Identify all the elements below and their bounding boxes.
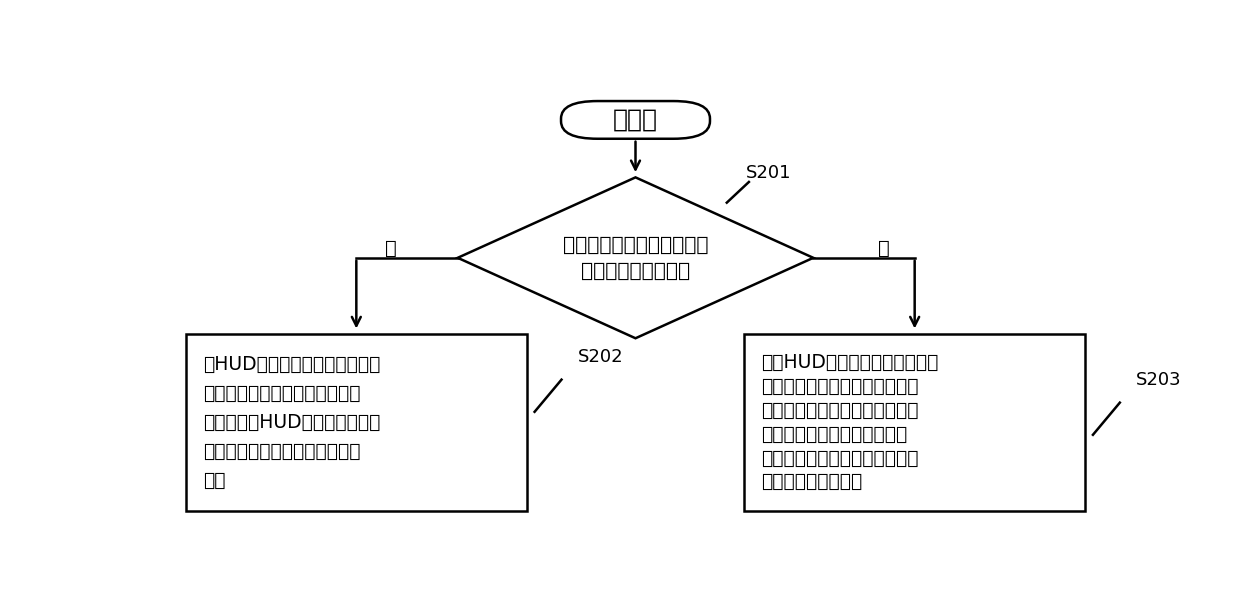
Text: 外部设备进行点对点的蓝牙通: 外部设备进行点对点的蓝牙通 [761, 424, 908, 444]
Text: 设备，控制HUD工作在被动方式: 设备，控制HUD工作在被动方式 [203, 413, 381, 432]
Text: 期性地搜索外部设备进行蓝牙配: 期性地搜索外部设备进行蓝牙配 [761, 377, 919, 396]
Text: 控制HUD工作在主动方式下，周: 控制HUD工作在主动方式下，周 [761, 353, 939, 372]
Text: 通信: 通信 [203, 470, 226, 490]
Text: 否: 否 [878, 239, 889, 258]
FancyBboxPatch shape [560, 101, 711, 139]
Text: S202: S202 [578, 348, 624, 366]
Text: 的蓝牙通信连接请求: 的蓝牙通信连接请求 [580, 262, 691, 281]
Text: 初始化: 初始化 [613, 108, 658, 132]
Bar [744, 334, 1085, 510]
Polygon shape [458, 177, 813, 338]
Text: 一点多址的蓝牙通信: 一点多址的蓝牙通信 [761, 472, 863, 491]
Text: S203: S203 [1136, 371, 1182, 389]
Text: 将HUD作为从设备，将发出蓝牙: 将HUD作为从设备，将发出蓝牙 [203, 355, 381, 374]
Bar [186, 334, 527, 510]
Text: 下与外部设备进行点对点的蓝牙: 下与外部设备进行点对点的蓝牙 [203, 442, 361, 461]
Text: 是否接收到外部设备所发送: 是否接收到外部设备所发送 [563, 235, 708, 254]
Text: 对，并在蓝牙配对成功后与一个: 对，并在蓝牙配对成功后与一个 [761, 401, 919, 420]
Text: 通信连接请求的外部设备作为主: 通信连接请求的外部设备作为主 [203, 384, 361, 403]
Text: S201: S201 [746, 164, 791, 182]
Text: 信，或者，与多个外部设备进行: 信，或者，与多个外部设备进行 [761, 448, 919, 467]
Text: 是: 是 [384, 239, 397, 258]
